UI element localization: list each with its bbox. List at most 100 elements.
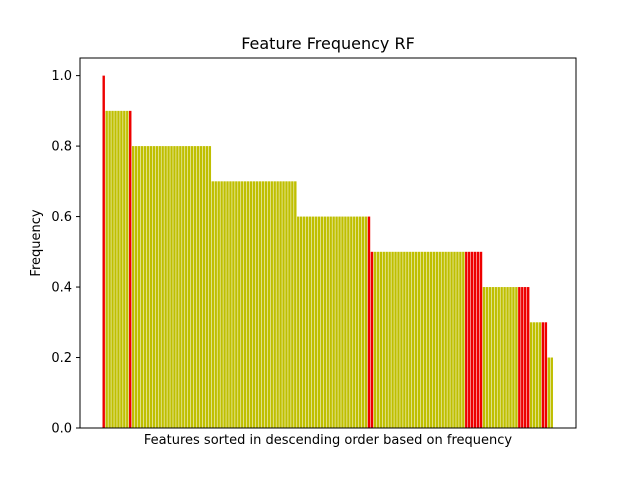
- bar: [305, 216, 309, 428]
- bar: [482, 287, 486, 428]
- bar: [532, 322, 536, 428]
- bar: [538, 322, 542, 428]
- bar: [288, 181, 291, 428]
- y-tick-label: 0.2: [51, 351, 72, 366]
- bar: [108, 110, 111, 429]
- bar: [205, 146, 209, 428]
- bar: [403, 251, 406, 428]
- bar: [300, 216, 303, 428]
- bar: [515, 287, 518, 428]
- bar: [426, 251, 430, 428]
- bar: [311, 216, 315, 428]
- bar: [149, 146, 153, 428]
- bar: [302, 216, 306, 428]
- bar: [364, 216, 368, 428]
- bar: [503, 287, 506, 428]
- bar: [291, 181, 294, 428]
- bar: [488, 287, 492, 428]
- bar: [255, 181, 259, 428]
- plot-frame: [79, 57, 577, 429]
- bar: [229, 181, 232, 428]
- bar: [385, 251, 388, 428]
- bar: [432, 251, 436, 428]
- bar: [506, 287, 509, 428]
- bar: [353, 216, 356, 428]
- bar: [134, 146, 138, 428]
- bar: [367, 216, 371, 428]
- bar: [529, 322, 533, 428]
- bar: [243, 181, 247, 428]
- bar: [547, 357, 551, 428]
- bar: [412, 251, 415, 428]
- bar: [379, 251, 382, 428]
- chart-title: Feature Frequency RF: [241, 34, 415, 53]
- bar: [444, 251, 447, 428]
- bar: [220, 181, 223, 428]
- bar: [249, 181, 253, 428]
- bar: [273, 181, 276, 428]
- bar: [524, 287, 527, 428]
- bar: [164, 146, 167, 428]
- bar: [397, 251, 400, 428]
- bar: [361, 216, 365, 428]
- bar: [102, 75, 105, 429]
- bar: [497, 287, 500, 428]
- bar: [376, 251, 380, 428]
- bar: [423, 251, 427, 428]
- bar: [120, 110, 123, 429]
- bar: [320, 216, 324, 428]
- bar: [117, 110, 120, 429]
- bar: [146, 146, 150, 428]
- bar: [332, 216, 335, 428]
- y-tick-label: 0.0: [51, 422, 72, 437]
- bar: [541, 322, 545, 428]
- bar: [270, 181, 273, 428]
- bar: [143, 146, 147, 428]
- bar: [382, 251, 385, 428]
- bar: [350, 216, 353, 428]
- bar: [521, 287, 524, 428]
- bar: [453, 251, 456, 428]
- y-tick-label: 0.6: [51, 210, 72, 225]
- bar: [161, 146, 164, 428]
- bar: [388, 251, 391, 428]
- bar: [294, 181, 297, 428]
- bar: [347, 216, 350, 428]
- bar: [211, 181, 214, 428]
- bar: [479, 251, 483, 428]
- bar: [526, 287, 530, 428]
- bar: [409, 251, 412, 428]
- bar: [314, 216, 318, 428]
- bar: [326, 216, 329, 428]
- bar: [196, 146, 200, 428]
- bar: [391, 251, 394, 428]
- bar: [447, 251, 450, 428]
- bar: [491, 287, 495, 428]
- bar: [261, 181, 265, 428]
- bar: [140, 146, 144, 428]
- bar: [226, 181, 229, 428]
- bar: [126, 110, 129, 429]
- bars-group: [102, 75, 553, 429]
- bar: [341, 216, 344, 428]
- bar: [202, 146, 206, 428]
- bar: [238, 181, 241, 428]
- bar: [190, 146, 194, 428]
- bar: [129, 110, 132, 429]
- bar: [308, 216, 312, 428]
- bar: [462, 251, 465, 428]
- bar: [131, 146, 135, 428]
- bar: [170, 146, 173, 428]
- bar: [356, 216, 359, 428]
- bar: [494, 287, 497, 428]
- bar: [241, 181, 244, 428]
- bar: [235, 181, 238, 428]
- bar: [435, 251, 439, 428]
- bar: [214, 181, 217, 428]
- bar: [456, 251, 459, 428]
- bar: [509, 287, 512, 428]
- bar: [323, 216, 326, 428]
- y-axis-label: Frequency: [29, 209, 44, 276]
- bar: [137, 146, 141, 428]
- bar: [400, 251, 403, 428]
